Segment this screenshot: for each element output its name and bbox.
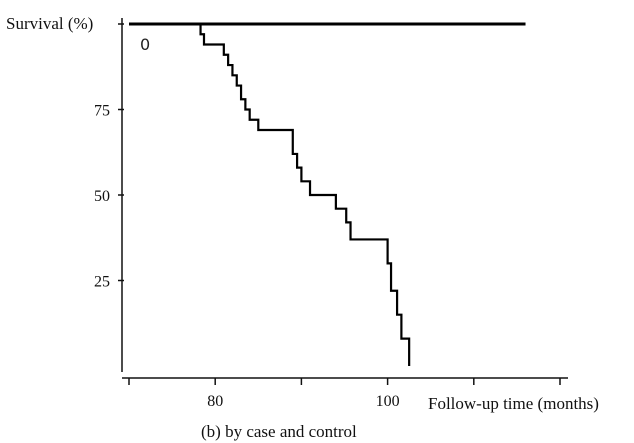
series-group [129,22,526,366]
chart-caption: (b) by case and control [201,422,357,441]
x-axis-label: Follow-up time (months) [428,394,599,413]
x-tick-label: 80 [207,393,223,410]
y-axis-label: Survival (%) [6,14,93,33]
ticks: 25 50 75 80 100 [94,23,561,410]
series-case-line [197,22,411,366]
zero-annotation: 0 [140,35,150,54]
y-tick-label: 75 [94,103,110,120]
y-tick-label: 25 [94,274,110,291]
y-tick-label: 50 [94,188,110,205]
labels: Survival (%) Follow-up time (months) (b)… [6,14,599,441]
axes [121,18,568,379]
x-tick-label: 100 [376,393,400,410]
